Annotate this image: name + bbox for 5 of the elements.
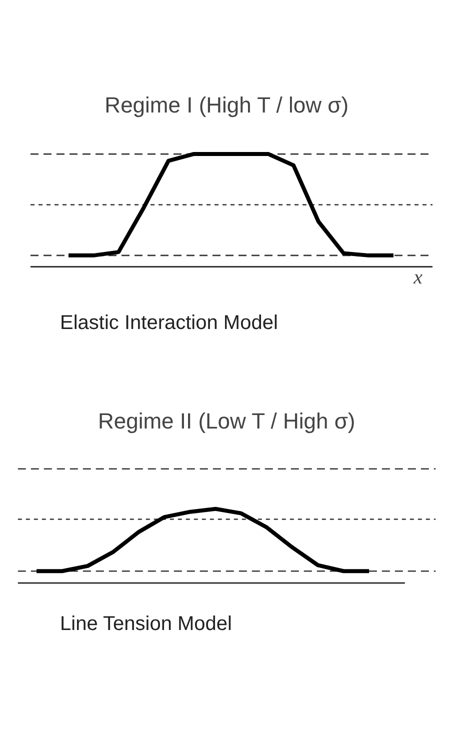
chart-title: Regime II (Low T / High σ) [98,408,356,434]
text: Line Tension Model [60,612,232,637]
chart-title: Regime I (High T / low σ) [104,92,349,118]
x-axis-title: x [412,266,423,289]
text: Elastic Interaction Model [60,311,278,336]
